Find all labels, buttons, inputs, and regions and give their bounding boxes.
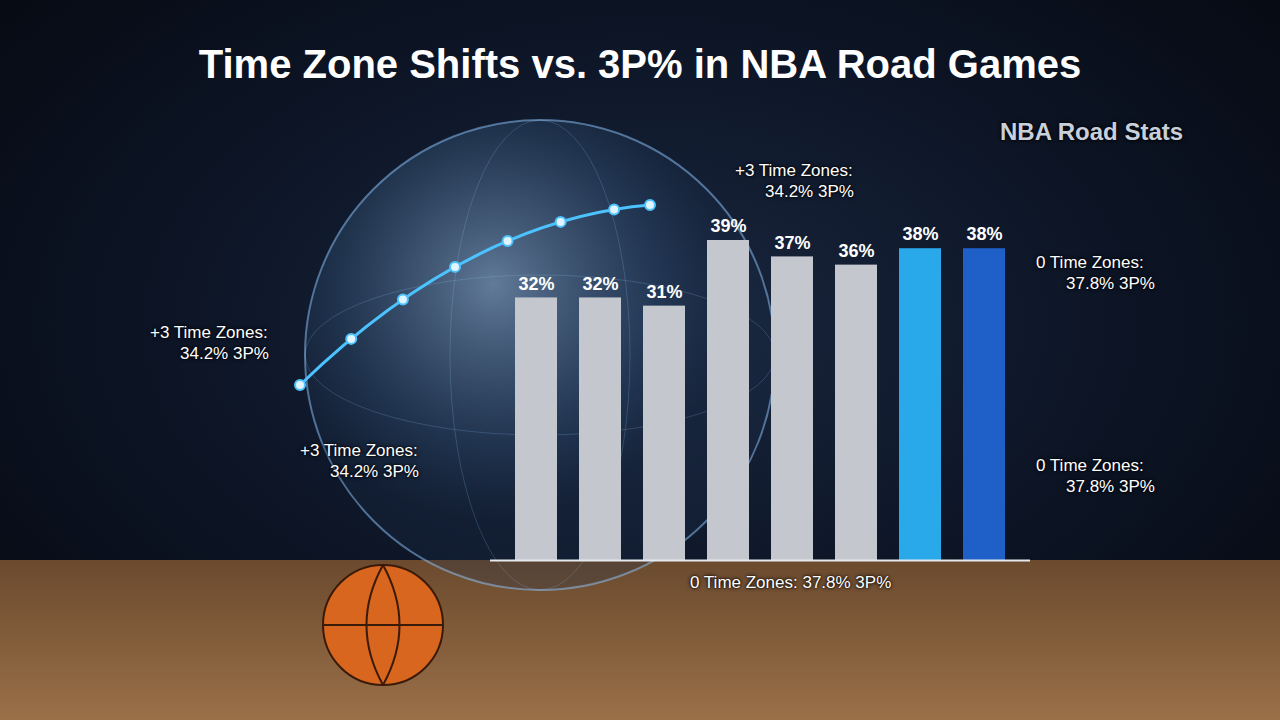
html-text:37.8% 3P%: 37.8% 3P% [1066,477,1155,496]
html-text:0 Time Zones:: 0 Time Zones: [1036,456,1144,475]
svg-text:32%: 32% [582,274,618,294]
html-text:+3 Time Zones:: +3 Time Zones: [150,323,268,342]
html-text:34.2% 3P%: 34.2% 3P% [330,462,419,481]
svg-text:32%: 32% [518,274,554,294]
svg-text:37%: 37% [774,233,810,253]
html-text:0 Time Zones: 37.8% 3P%: 0 Time Zones: 37.8% 3P% [690,573,892,592]
html-text:37.8% 3P%: 37.8% 3P% [1066,274,1155,293]
html-text:34.2% 3P%: 34.2% 3P% [765,182,854,201]
svg-text:39%: 39% [710,216,746,236]
html-text:NBA Road Stats: NBA Road Stats [1000,118,1184,145]
html-text:34.2% 3P%: 34.2% 3P% [180,344,269,363]
html-text:+3 Time Zones:: +3 Time Zones: [735,161,853,180]
svg-text:36%: 36% [838,241,874,261]
svg-text:38%: 38% [902,224,938,244]
svg-text:31%: 31% [646,282,682,302]
html-text:0 Time Zones:: 0 Time Zones: [1036,253,1144,272]
html-text:Time Zone Shifts vs. 3P% in NB: Time Zone Shifts vs. 3P% in NBA Road Gam… [198,42,1082,86]
svg-text:38%: 38% [966,224,1002,244]
html-text:+3 Time Zones:: +3 Time Zones: [300,441,418,460]
